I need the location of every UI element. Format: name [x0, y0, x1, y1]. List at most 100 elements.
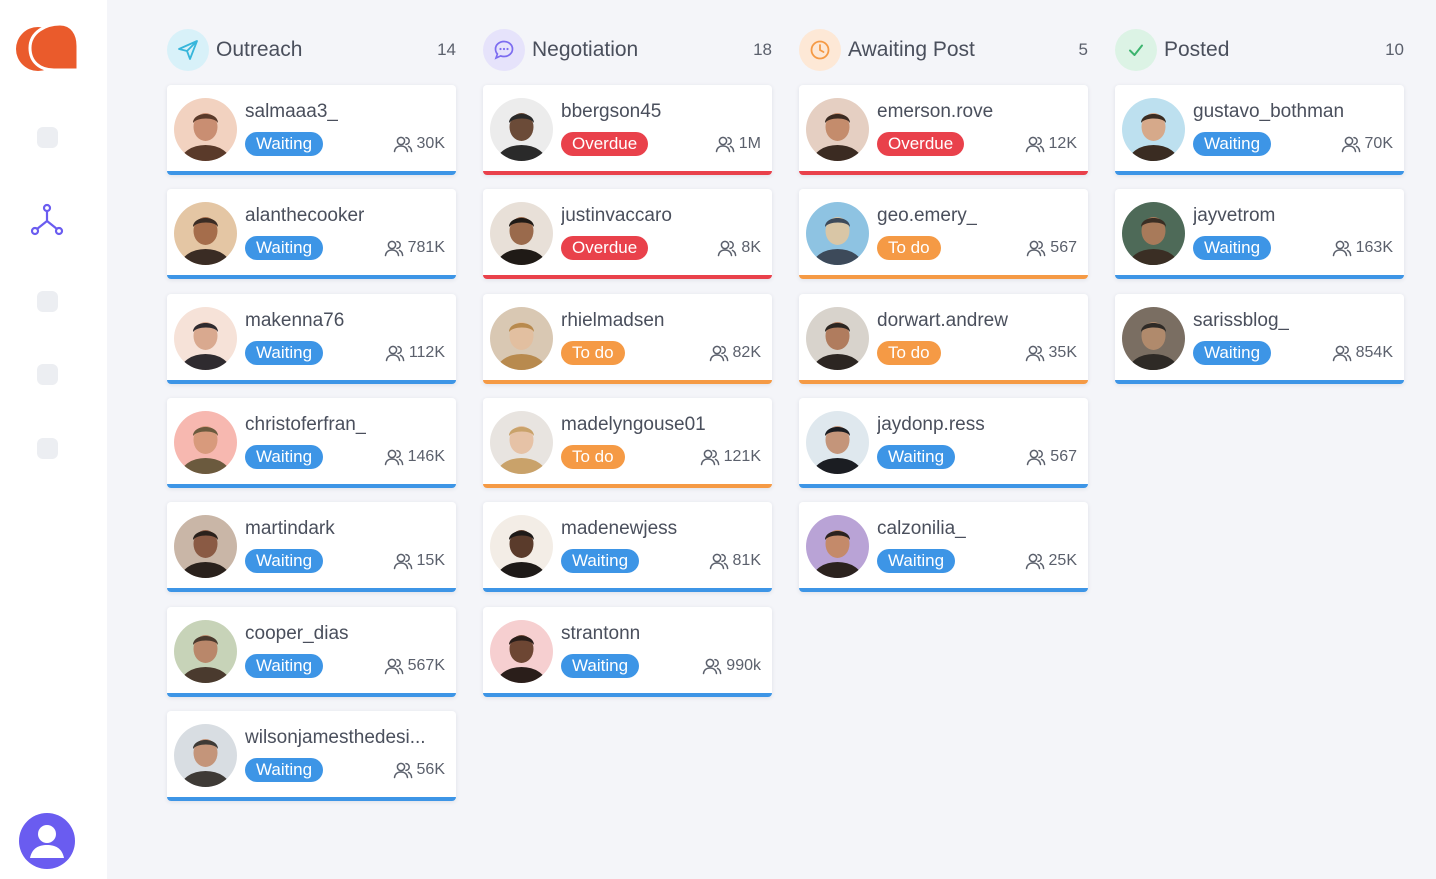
- username: gustavo_bothman: [1193, 101, 1345, 122]
- influencer-card[interactable]: cooper_dias Waiting 567K: [167, 607, 456, 697]
- column-count: 14: [437, 40, 456, 59]
- followers-value: 163K: [1355, 239, 1393, 256]
- followers-icon: [385, 344, 405, 362]
- influencer-card[interactable]: calzonilia_ Waiting 25K: [799, 502, 1088, 592]
- influencer-card[interactable]: justinvaccaro Overdue 8K: [483, 189, 772, 279]
- influencer-card[interactable]: madenewjess Waiting 81K: [483, 502, 772, 592]
- avatar: [174, 307, 237, 370]
- influencer-card[interactable]: bbergson45 Overdue 1M: [483, 85, 772, 175]
- avatar: [490, 515, 553, 578]
- followers-icon: [1332, 344, 1352, 362]
- username: strantonn: [561, 623, 641, 644]
- followers-icon: [384, 239, 404, 257]
- avatar: [174, 98, 237, 161]
- column-title: Posted: [1164, 38, 1230, 61]
- column-header: Negotiation 18: [483, 29, 772, 71]
- profile-button[interactable]: [19, 813, 75, 869]
- status-bar: [167, 693, 456, 697]
- username: madelyngouse01: [561, 414, 706, 435]
- avatar: [490, 411, 553, 474]
- column-title: Awaiting Post: [848, 38, 975, 61]
- followers-count: 567K: [384, 657, 445, 675]
- influencer-card[interactable]: madelyngouse01 To do 121K: [483, 398, 772, 488]
- followers-count: 567: [1026, 448, 1077, 466]
- status-badge: Waiting: [561, 549, 640, 573]
- avatar: [1122, 98, 1185, 161]
- followers-value: 854K: [1355, 344, 1393, 361]
- column-title: Negotiation: [532, 38, 639, 61]
- username: wilsonjamesthedesi...: [245, 727, 426, 748]
- followers-value: 567: [1050, 239, 1077, 256]
- logo[interactable]: [16, 22, 80, 74]
- status-bar: [799, 484, 1088, 488]
- influencer-card[interactable]: geo.emery_ To do 567: [799, 189, 1088, 279]
- status-badge: Waiting: [245, 341, 324, 365]
- avatar: [1122, 202, 1185, 265]
- avatar: [806, 202, 869, 265]
- influencer-card[interactable]: martindark Waiting 15K: [167, 502, 456, 592]
- followers-count: 854K: [1332, 344, 1393, 362]
- followers-icon: [393, 135, 413, 153]
- avatar: [490, 307, 553, 370]
- username: dorwart.andrew: [877, 310, 1008, 331]
- followers-count: 81K: [709, 552, 761, 570]
- followers-icon: [709, 344, 729, 362]
- status-bar: [483, 484, 772, 488]
- status-badge: Waiting: [245, 445, 324, 469]
- sidebar: [0, 0, 107, 879]
- influencer-card[interactable]: sarissblog_ Waiting 854K: [1115, 294, 1404, 384]
- followers-value: 781K: [407, 239, 445, 256]
- avatar: [806, 515, 869, 578]
- status-bar: [167, 380, 456, 384]
- avatar: [490, 620, 553, 683]
- status-bar: [799, 380, 1088, 384]
- username: cooper_dias: [245, 623, 349, 644]
- status-bar: [1115, 275, 1404, 279]
- followers-icon: [1026, 239, 1046, 257]
- network-icon[interactable]: [29, 202, 65, 238]
- influencer-card[interactable]: gustavo_bothman Waiting 70K: [1115, 85, 1404, 175]
- nav-item-4[interactable]: [37, 364, 58, 385]
- influencer-card[interactable]: salmaaa3_ Waiting 30K: [167, 85, 456, 175]
- followers-icon: [702, 657, 722, 675]
- nav-item-5[interactable]: [37, 438, 58, 459]
- avatar: [806, 411, 869, 474]
- followers-icon: [1025, 344, 1045, 362]
- followers-count: 146K: [384, 448, 445, 466]
- followers-count: 56K: [393, 761, 445, 779]
- followers-count: 12K: [1025, 135, 1077, 153]
- username: makenna76: [245, 310, 345, 331]
- username: justinvaccaro: [561, 205, 672, 226]
- followers-count: 567: [1026, 239, 1077, 257]
- influencer-card[interactable]: jaydonp.ress Waiting 567: [799, 398, 1088, 488]
- nav-item-3[interactable]: [37, 291, 58, 312]
- followers-icon: [393, 552, 413, 570]
- followers-value: 1M: [738, 135, 761, 152]
- followers-value: 70K: [1364, 135, 1393, 152]
- influencer-card[interactable]: emerson.rove Overdue 12K: [799, 85, 1088, 175]
- avatar: [806, 307, 869, 370]
- status-bar: [799, 171, 1088, 175]
- influencer-card[interactable]: wilsonjamesthedesi... Waiting 56K: [167, 711, 456, 801]
- followers-value: 30K: [416, 135, 445, 152]
- followers-value: 56K: [416, 761, 445, 778]
- influencer-card[interactable]: christoferfran_ Waiting 146K: [167, 398, 456, 488]
- avatar: [490, 202, 553, 265]
- followers-icon: [709, 552, 729, 570]
- followers-icon: [1025, 135, 1045, 153]
- status-bar: [483, 380, 772, 384]
- influencer-card[interactable]: makenna76 Waiting 112K: [167, 294, 456, 384]
- status-bar: [1115, 380, 1404, 384]
- username: sarissblog_: [1193, 310, 1290, 331]
- followers-value: 567K: [407, 657, 445, 674]
- check-icon: [1115, 29, 1157, 71]
- followers-icon: [1332, 239, 1352, 257]
- influencer-card[interactable]: dorwart.andrew To do 35K: [799, 294, 1088, 384]
- influencer-card[interactable]: strantonn Waiting 990k: [483, 607, 772, 697]
- followers-value: 82K: [732, 344, 761, 361]
- status-badge: Waiting: [245, 132, 324, 156]
- influencer-card[interactable]: alanthecooker Waiting 781K: [167, 189, 456, 279]
- influencer-card[interactable]: rhielmadsen To do 82K: [483, 294, 772, 384]
- influencer-card[interactable]: jayvetrom Waiting 163K: [1115, 189, 1404, 279]
- nav-item-1[interactable]: [37, 127, 58, 148]
